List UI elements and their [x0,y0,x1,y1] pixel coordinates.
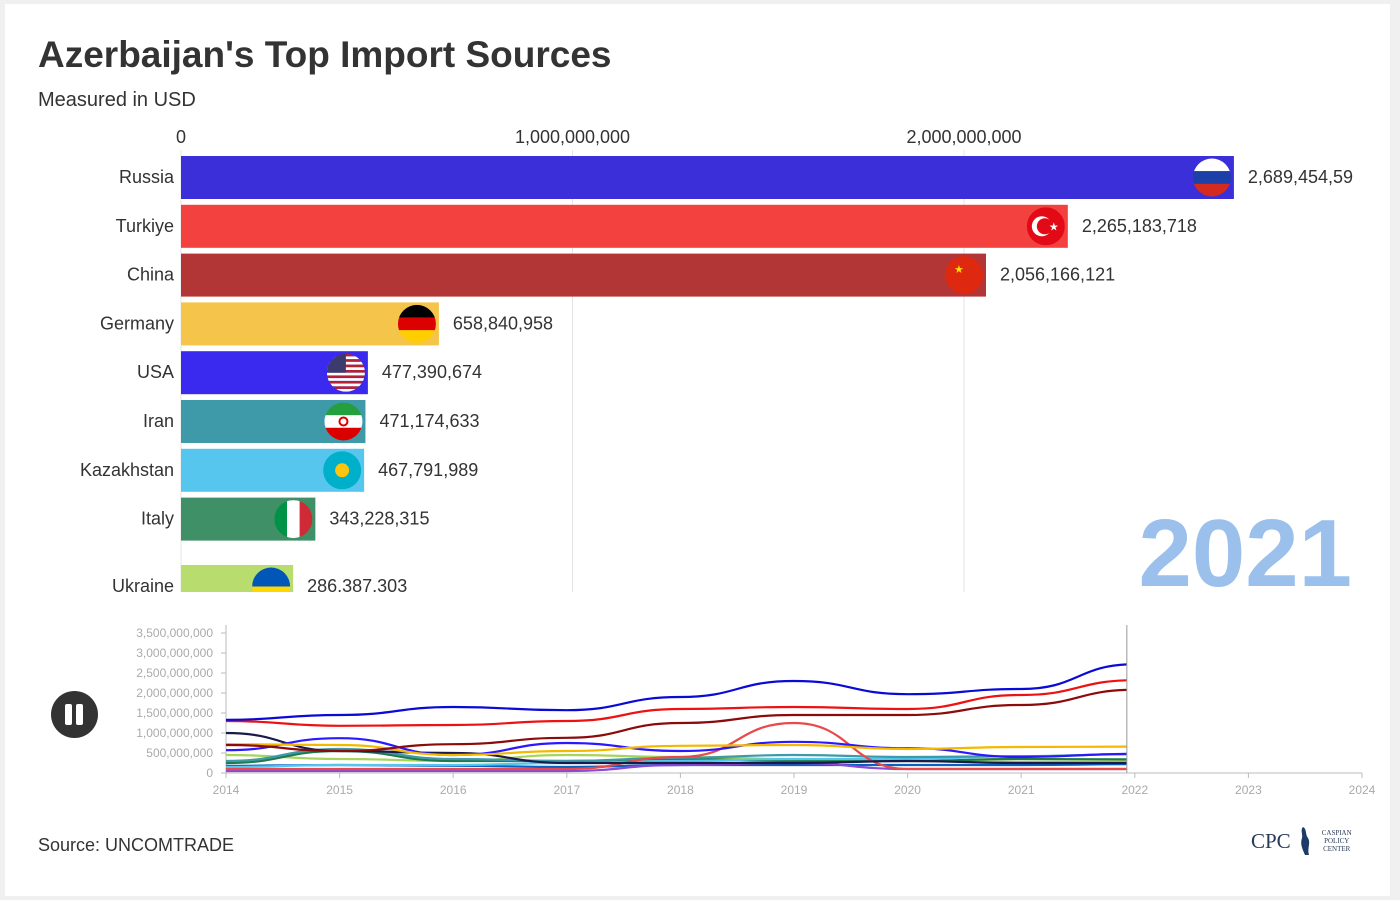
bar-value-label: 477,390,674 [382,362,482,382]
x-tick-label: 2020 [894,783,921,797]
cpc-logo: CPC CASPIAN POLICY CENTER [1251,826,1355,856]
bar-group-kazakhstan: Kazakhstan 467,791,989 [80,448,478,492]
x-tick-label: 2014 [213,783,240,797]
x-tick-label: 2022 [1121,783,1148,797]
svg-text:★: ★ [954,264,964,276]
bar-group-ukraine: Ukraine 286,387,303 [112,565,407,596]
x-tick-label: 2019 [781,783,808,797]
svg-text:★: ★ [1049,221,1059,233]
bar-turkiye [181,204,1068,248]
series-line [226,679,1127,727]
bar-value-label: 471,174,633 [379,411,479,431]
x-tick-label: 2024 [1349,783,1376,797]
bar-value-label: 658,840,958 [453,313,553,333]
bar-category-label: USA [137,362,174,382]
bar-chart: Russia 2,689,454,59★Turkiye 2,265,183,718★… [80,127,1353,596]
y-tick-label: 1,500,000,000 [136,706,213,720]
x-tick-label: 2023 [1235,783,1262,797]
bar-category-label: Germany [100,313,174,333]
x-tick-label: 2021 [1008,783,1035,797]
caspian-sea-icon [1300,827,1309,855]
pause-button[interactable] [51,691,98,738]
bar-value-label: 467,791,989 [378,460,478,480]
y-tick-label: 1,000,000,000 [136,726,213,740]
bar-value-label: 286,387,303 [307,576,407,596]
line-chart: 0 500,000,000 1,000,000,000 1,500,000,000 2,… [136,625,1376,797]
bar-group-usa: USA 477,390,674 [137,351,482,395]
x-tick-label: 2015 [326,783,353,797]
source-note: Source: UNCOMTRADE [38,835,235,855]
bar-category-label: Turkiye [116,216,174,236]
series-line [226,663,1127,721]
bar-russia [181,156,1234,199]
bar-value-label: 343,228,315 [329,509,429,529]
bar-china [181,253,986,297]
bar-group-turkiye: ★ Turkiye 2,265,183,718 [116,204,1197,248]
series-line [226,731,1127,765]
series-line [226,737,1127,759]
china-flag-icon: ★ [944,256,983,295]
logo-text: CPC [1251,828,1291,853]
y-tick-label: 2,500,000,000 [136,666,213,680]
germany-flag-icon [397,304,436,343]
bar-category-label: Iran [143,411,174,431]
bar-category-label: Kazakhstan [80,460,174,480]
x-tick-label: 1,000,000,000 [515,127,630,147]
italy-flag-icon [274,500,313,539]
y-tick-label: 3,000,000,000 [136,646,213,660]
kazakhstan-flag-icon [323,451,362,490]
russia-flag-icon [1192,158,1231,197]
x-tick-label: 2017 [553,783,580,797]
iran-flag-icon [324,402,363,441]
y-tick-label: 0 [206,766,213,780]
current-year-label: 2021 [1138,500,1352,607]
chart-subtitle: Measured in USD [38,89,196,111]
logo-subtext: CASPIAN POLICY CENTER [1321,829,1352,853]
series-line [226,743,1127,757]
bar-value-label: 2,056,166,121 [1000,265,1115,285]
bar-group-italy: Italy 343,228,315 [141,497,429,541]
x-tick-label: 0 [176,127,186,147]
bar-value-label: 2,265,183,718 [1082,216,1197,236]
turkiye-flag-icon: ★ [1026,207,1065,246]
bar-group-russia: Russia 2,689,454,59 [119,156,1353,199]
bar-category-label: Ukraine [112,576,174,596]
x-tick-label: 2,000,000,000 [906,127,1021,147]
x-tick-label: 2016 [440,783,467,797]
bar-group-germany: Germany 658,840,958 [100,302,553,346]
chart-title: Azerbaijan's Top Import Sources [38,34,612,75]
bar-category-label: Italy [141,509,174,529]
bar-group-china: ★ China 2,056,166,121 [127,253,1115,297]
y-tick-label: 2,000,000,000 [136,686,213,700]
bar-group-iran: Iran 471,174,633 [143,400,480,443]
x-tick-label: 2018 [667,783,694,797]
series-line [226,688,1127,753]
bar-germany [181,302,439,346]
y-tick-label: 3,500,000,000 [136,626,213,640]
y-tick-label: 500,000,000 [146,746,213,760]
bar-category-label: China [127,265,175,285]
bar-category-label: Russia [119,167,175,187]
bar-value-label: 2,689,454,59 [1248,167,1353,187]
series-line [226,721,1127,771]
ukraine-flag-icon [252,567,291,592]
